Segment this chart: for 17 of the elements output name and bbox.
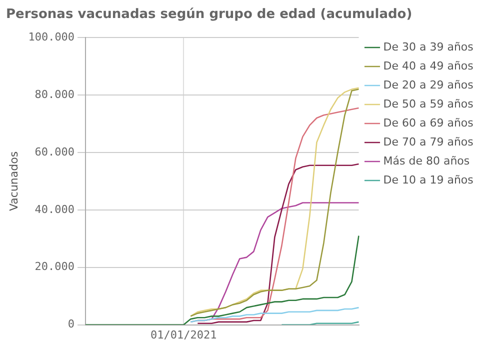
chart-title: Personas vacunadas según grupo de edad (acumulado) xyxy=(5,6,414,24)
x-tick-label: 01/01/2021 xyxy=(150,328,217,342)
legend-label: De 20 a 29 años xyxy=(383,78,474,92)
y-tick-label: 40.000 xyxy=(34,202,75,216)
y-tick-label: 80.000 xyxy=(34,88,75,101)
legend-label: De 50 a 59 años xyxy=(383,97,474,110)
y-tick-label: 60.000 xyxy=(34,145,75,158)
y-tick-label: 20.000 xyxy=(34,260,75,274)
y-tick-label: 0 xyxy=(68,318,75,331)
legend-label: De 10 a 19 años xyxy=(383,173,474,186)
legend-label: De 30 a 39 años xyxy=(383,40,474,54)
legend-label: Más de 80 años xyxy=(383,154,470,168)
y-axis-title: Vacunados xyxy=(7,151,20,211)
y-tick-label: 100.000 xyxy=(28,30,75,44)
legend-label: De 40 a 49 años xyxy=(383,59,474,72)
legend-label: De 60 a 69 años xyxy=(383,116,474,130)
legend-label: De 70 a 79 años xyxy=(383,135,474,148)
